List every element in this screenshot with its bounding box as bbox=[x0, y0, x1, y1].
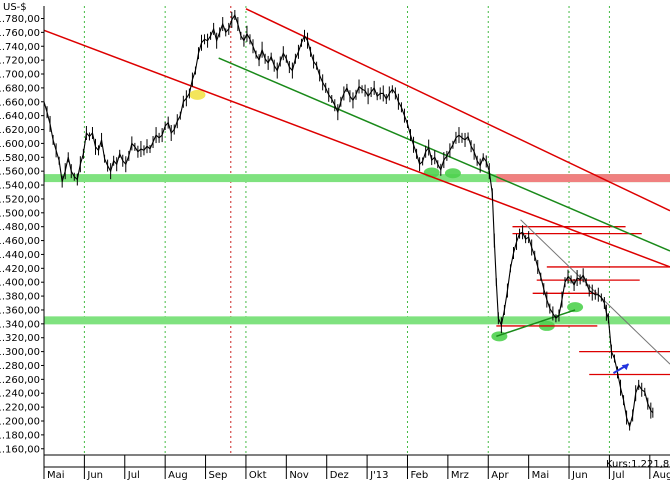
y-tick-labels: 1.160,00 1.180,00 1.200,00 1.220,00 1.240,00… bbox=[0, 14, 44, 455]
green-marker bbox=[423, 167, 440, 178]
green-marker bbox=[567, 302, 584, 313]
y-tick-label: 1.620,00 bbox=[0, 125, 40, 136]
y-tick-label: 1.760,00 bbox=[0, 28, 40, 39]
green-trendline bbox=[218, 57, 670, 252]
yellow-marker bbox=[189, 89, 206, 100]
green-marker bbox=[444, 168, 461, 179]
y-axis-label: US-$ bbox=[3, 2, 27, 13]
x-tick-label: Jul bbox=[127, 470, 140, 481]
y-tick-label: 1.660,00 bbox=[0, 97, 40, 108]
x-tick-label: Dez bbox=[330, 470, 349, 481]
x-tick-label: Apr bbox=[491, 470, 509, 481]
x-tick-label: Aug bbox=[168, 470, 188, 481]
y-tick-label: 1.240,00 bbox=[0, 389, 40, 400]
y-tick-label: 1.280,00 bbox=[0, 361, 40, 372]
y-tick-label: 1.520,00 bbox=[0, 194, 40, 205]
x-tick-label: Okt bbox=[249, 470, 267, 481]
y-tick-label: 1.320,00 bbox=[0, 333, 40, 344]
resistance-band bbox=[496, 174, 670, 183]
y-tick-label: 1.200,00 bbox=[0, 416, 40, 427]
circle-markers bbox=[189, 89, 584, 342]
green-trendline bbox=[496, 309, 576, 338]
y-tick-label: 1.560,00 bbox=[0, 167, 40, 178]
y-tick-label: 1.480,00 bbox=[0, 222, 40, 233]
y-tick-label: 1.640,00 bbox=[0, 111, 40, 122]
last-price-label: Kurs:1.221,88 bbox=[606, 459, 670, 470]
y-tick-label: 1.220,00 bbox=[0, 403, 40, 414]
x-tick-label: Mai bbox=[47, 470, 65, 481]
y-tick-label: 1.340,00 bbox=[0, 319, 40, 330]
support-band bbox=[44, 174, 670, 183]
horizontal-levels bbox=[496, 226, 670, 376]
y-tick-label: 1.420,00 bbox=[0, 264, 40, 275]
x-tick-label: Aug bbox=[653, 470, 670, 481]
y-tick-label: 1.380,00 bbox=[0, 292, 40, 303]
y-tick-label: 1.460,00 bbox=[0, 236, 40, 247]
axes bbox=[43, 6, 670, 468]
y-tick-label: 1.680,00 bbox=[0, 83, 40, 94]
y-tick-label: 1.700,00 bbox=[0, 70, 40, 81]
x-tick-label: Mai bbox=[532, 470, 550, 481]
trendlines bbox=[43, 8, 670, 365]
y-tick-label: 1.260,00 bbox=[0, 375, 40, 386]
y-tick-label: 1.780,00 bbox=[0, 14, 40, 25]
y-tick-label: 1.540,00 bbox=[0, 181, 40, 192]
gridlines bbox=[83, 6, 610, 455]
x-tick-label: Jun bbox=[86, 470, 103, 481]
support-resistance-bands bbox=[44, 174, 670, 325]
x-tick-label: Mrz bbox=[451, 470, 469, 481]
y-tick-label: 1.600,00 bbox=[0, 139, 40, 150]
x-tick-labels: Mai Jun Jul Aug Sep Okt Nov Dez J'13 Feb Mrz Apr Mai… bbox=[43, 455, 670, 481]
x-tick-label: Sep bbox=[209, 470, 228, 481]
arrow-head bbox=[621, 364, 629, 371]
y-tick-label: 1.740,00 bbox=[0, 42, 40, 53]
projection-arrow bbox=[612, 363, 630, 374]
x-tick-label: J'13 bbox=[369, 470, 388, 481]
y-tick-label: 1.300,00 bbox=[0, 347, 40, 358]
x-tick-label: Feb bbox=[410, 470, 428, 481]
y-tick-label: 1.360,00 bbox=[0, 305, 40, 316]
price-series bbox=[43, 10, 654, 431]
y-tick-label: 1.180,00 bbox=[0, 430, 40, 441]
y-tick-label: 1.720,00 bbox=[0, 56, 40, 67]
red-trendline bbox=[43, 29, 670, 268]
red-trendline bbox=[245, 8, 670, 212]
y-tick-label: 1.160,00 bbox=[0, 444, 40, 455]
price-line bbox=[43, 13, 654, 429]
x-tick-label: Jul bbox=[611, 470, 624, 481]
x-tick-label: Jun bbox=[571, 470, 588, 481]
x-tick-label: Nov bbox=[289, 470, 309, 481]
y-tick-label: 1.500,00 bbox=[0, 208, 40, 219]
y-tick-label: 1.400,00 bbox=[0, 278, 40, 289]
y-tick-label: 1.580,00 bbox=[0, 153, 40, 164]
support-band bbox=[44, 316, 670, 325]
y-tick-label: 1.440,00 bbox=[0, 250, 40, 261]
